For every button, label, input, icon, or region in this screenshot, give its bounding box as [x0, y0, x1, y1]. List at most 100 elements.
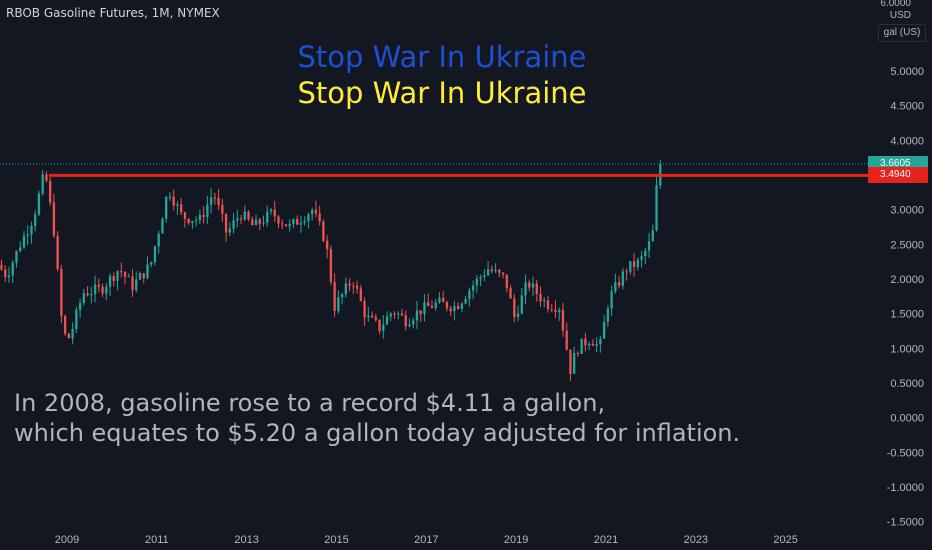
unit-selector[interactable]: gal (US): [878, 24, 926, 42]
annotation-line-1: In 2008, gasoline rose to a record $4.11…: [14, 389, 606, 417]
candle-body: [90, 294, 93, 296]
candle-body: [460, 303, 464, 309]
candle-body: [494, 269, 497, 272]
candle-body: [71, 329, 74, 339]
candle-body: [161, 218, 164, 234]
candle-body: [449, 308, 452, 312]
candle-body: [367, 315, 370, 318]
candle-body: [11, 262, 14, 276]
x-tick-label: 2009: [55, 534, 79, 546]
candle-body: [37, 193, 41, 215]
candle-body: [142, 273, 145, 279]
candle-body: [509, 288, 512, 299]
candle-body: [640, 256, 643, 260]
candle-body: [165, 196, 168, 219]
candle-body: [26, 234, 29, 236]
candle-body: [531, 283, 535, 288]
candle-body: [404, 315, 407, 327]
candle-body: [408, 324, 411, 327]
candle-body: [602, 321, 606, 339]
candle-body: [157, 233, 160, 247]
symbol-title[interactable]: RBOB Gasoline Futures, 1M, NYMEX: [6, 6, 220, 20]
y-tick-label: 0.5000: [890, 378, 924, 390]
candle-body: [228, 228, 231, 233]
candle-body: [651, 230, 654, 242]
annotation-line-2: which equates to $5.20 a gallon today ad…: [14, 419, 741, 447]
candle-body: [584, 338, 587, 346]
price-axis[interactable]: 5.00004.50004.00003.50003.00002.50002.00…: [887, 66, 924, 529]
candle-body: [337, 297, 340, 311]
y-tick-label: 4.0000: [890, 135, 924, 147]
candle-body: [307, 214, 310, 222]
candle-body: [0, 265, 3, 270]
candle-body: [385, 316, 389, 325]
candle-body: [4, 269, 7, 277]
candle-body: [374, 317, 377, 320]
candle-body: [303, 221, 306, 223]
candle-body: [468, 290, 471, 300]
candle-body: [105, 286, 108, 294]
candle-body: [202, 214, 205, 218]
candle-body: [86, 293, 89, 296]
candle-body: [180, 204, 183, 213]
resistance-price-badge: 3.4940: [868, 167, 928, 184]
y-tick-label: 5.0000: [890, 66, 924, 78]
candle-body: [453, 306, 456, 312]
candle-body: [288, 223, 291, 227]
candle-body: [273, 209, 276, 217]
candle-body: [236, 218, 239, 221]
currency-label[interactable]: USD: [889, 10, 911, 21]
x-tick-label: 2021: [594, 534, 618, 546]
candle-body: [172, 196, 175, 206]
candle-body: [296, 219, 299, 225]
candle-body: [34, 214, 37, 226]
candle-body: [176, 204, 179, 206]
candle-body: [501, 272, 505, 275]
candle-body: [520, 295, 523, 314]
candle-body: [221, 204, 224, 214]
candle-body: [430, 306, 434, 308]
candle-body: [329, 249, 333, 283]
candle-body: [191, 221, 194, 224]
y-tick-label: 4.5000: [890, 101, 924, 113]
candle-body: [333, 282, 336, 311]
candle-body: [48, 180, 52, 203]
candle-body: [258, 219, 261, 224]
candle-body: [434, 302, 437, 308]
y-tick-label: -1.0000: [887, 482, 924, 494]
candle-body: [314, 209, 318, 214]
y-tick-label: 1.0000: [890, 343, 924, 355]
x-tick-label: 2023: [684, 534, 708, 546]
candle-body: [67, 333, 71, 339]
candle-body: [516, 313, 520, 318]
candle-body: [194, 220, 198, 222]
candle-body: [7, 275, 11, 277]
candle-body: [636, 259, 639, 268]
candle-body: [93, 284, 97, 295]
y-tick-label: -0.5000: [887, 447, 924, 459]
candle-body: [45, 174, 48, 181]
candle-body: [378, 319, 381, 331]
time-axis[interactable]: 2009 2011 2013 2015 2017 2019 2021 2023 2025: [55, 534, 798, 546]
candle-body: [423, 302, 426, 315]
candle-body: [632, 261, 636, 268]
candle-body: [610, 291, 613, 309]
candle-body: [78, 302, 82, 310]
candle-body: [127, 276, 130, 278]
candle-body: [561, 309, 565, 331]
candle-body: [116, 271, 119, 281]
x-tick-label: 2017: [414, 534, 438, 546]
candle-body: [101, 286, 104, 294]
candle-body: [262, 222, 265, 224]
y-tick-label: -1.5000: [887, 517, 924, 529]
candle-body: [442, 297, 445, 303]
candle-body: [415, 310, 419, 321]
candle-body: [243, 211, 246, 220]
candle-body: [213, 197, 217, 199]
candle-body: [135, 279, 138, 291]
candle-body: [490, 269, 493, 272]
candle-body: [412, 320, 415, 325]
candle-body: [123, 272, 127, 277]
candle-body: [247, 211, 250, 220]
